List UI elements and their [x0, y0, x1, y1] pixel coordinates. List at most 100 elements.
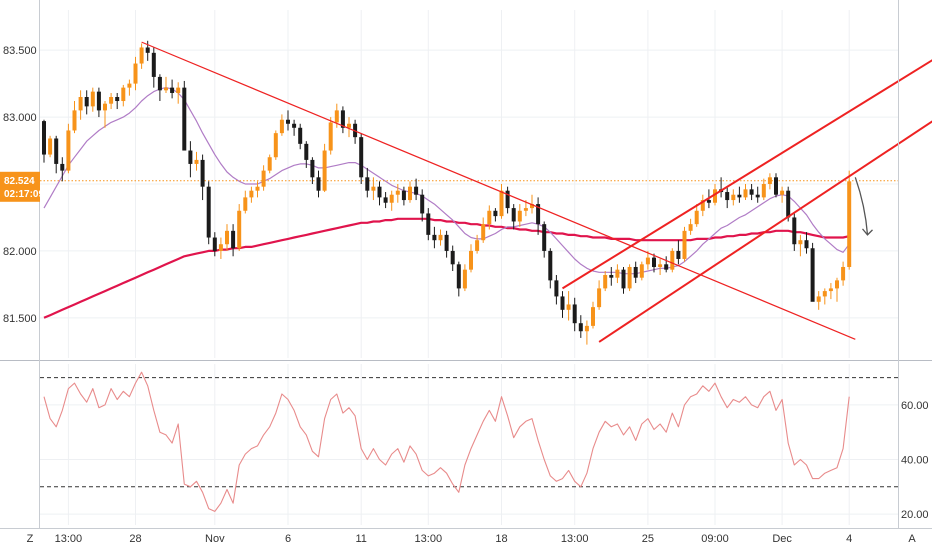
candle-body-up [591, 307, 595, 326]
candle [237, 204, 242, 251]
candle [694, 204, 699, 227]
candle [328, 117, 333, 155]
candle-body-up [487, 210, 492, 225]
candle-body-down [749, 189, 754, 195]
candle-body-up [395, 190, 400, 195]
candle-body-up [835, 280, 839, 289]
candle-body-up [90, 91, 95, 107]
candle-body-up [761, 184, 766, 198]
candle-body-down [377, 186, 382, 198]
candle-body-up [530, 204, 534, 209]
trendline-descending-resistance[interactable] [141, 41, 856, 340]
forecast-arrow[interactable] [854, 177, 873, 236]
candle [505, 186, 510, 214]
forecast-arrow-shaft [854, 177, 869, 235]
candle [542, 221, 547, 258]
candle-body-up [164, 87, 168, 91]
current-price-label: 82.524 [4, 176, 35, 187]
candle-body-up [566, 304, 571, 310]
candle-body-down [286, 119, 290, 124]
time-tick-label: 09:00 [701, 533, 729, 545]
candle [792, 213, 797, 251]
candle-body-up [743, 189, 748, 198]
candle [54, 135, 59, 174]
candle-body-up [639, 264, 644, 278]
candle-body-up [121, 87, 126, 102]
candle [109, 92, 114, 110]
candle [206, 181, 211, 245]
candle [597, 280, 602, 310]
candle [664, 256, 669, 273]
candle [84, 90, 89, 115]
candle [371, 177, 376, 201]
candle [639, 261, 644, 281]
candle-body-down [706, 200, 711, 203]
time-tick-label: 13:00 [415, 533, 443, 545]
candle [847, 170, 852, 270]
candle-body-down [188, 150, 193, 164]
candle [609, 266, 614, 286]
candle-body-down [536, 204, 541, 225]
timezone-corner-label[interactable]: Z [27, 533, 34, 545]
candle-body-up [670, 250, 675, 270]
candle [749, 184, 754, 201]
candle-body-down [621, 269, 626, 289]
candle [200, 154, 205, 201]
candle [511, 204, 516, 230]
candle [48, 135, 53, 158]
candle [841, 261, 846, 286]
candle-body-down [664, 264, 669, 270]
candle [462, 264, 467, 292]
candle-body-down [420, 194, 425, 214]
candle [316, 170, 321, 198]
candle-body-up [133, 63, 138, 84]
auto-scale-toggle[interactable]: A [908, 533, 916, 545]
candle-body-down [676, 250, 681, 259]
bar-countdown-label: 02:17:09 [4, 189, 44, 200]
candle-body-down [554, 280, 559, 297]
candle [279, 114, 284, 136]
candle-body-down [151, 52, 156, 77]
candle-body-down [383, 197, 388, 203]
candle-body-down [774, 177, 778, 195]
candle-body-down [578, 323, 583, 332]
candle [60, 157, 65, 182]
candle [676, 240, 681, 265]
candle [475, 234, 480, 254]
current-price-tag-bg [0, 171, 40, 202]
candle [572, 297, 577, 332]
candle [652, 253, 656, 273]
time-tick-label: 25 [642, 533, 654, 545]
candle [243, 190, 248, 214]
price-pane[interactable] [40, 40, 932, 345]
candle [157, 74, 162, 102]
candle [725, 186, 730, 209]
candle-body-up [780, 190, 785, 195]
candle [359, 133, 364, 184]
candle-body-up [127, 83, 132, 88]
time-tick-label: Nov [205, 533, 225, 545]
rsi-pane[interactable] [40, 371, 898, 512]
candle [298, 123, 303, 150]
candle [188, 141, 193, 178]
candle [627, 264, 632, 292]
candle-body-down [810, 248, 815, 302]
candle [426, 208, 431, 241]
candle-body-up [841, 266, 846, 281]
candle-body-down [542, 224, 547, 251]
rsi-line [43, 371, 850, 512]
candle-body-up [255, 186, 260, 191]
trendline-channel-lower[interactable] [598, 108, 932, 343]
candle [377, 181, 382, 206]
time-tick-label: 13:00 [561, 533, 589, 545]
candle [670, 248, 675, 273]
candle [700, 194, 705, 217]
trendline-channel-upper[interactable] [561, 47, 932, 290]
trendlines[interactable] [141, 41, 932, 343]
candle-body-up [462, 269, 467, 289]
candle-body-up [523, 208, 528, 211]
candle [633, 261, 638, 284]
time-tick-label: 13:00 [55, 533, 83, 545]
candle-body-up [328, 122, 333, 151]
